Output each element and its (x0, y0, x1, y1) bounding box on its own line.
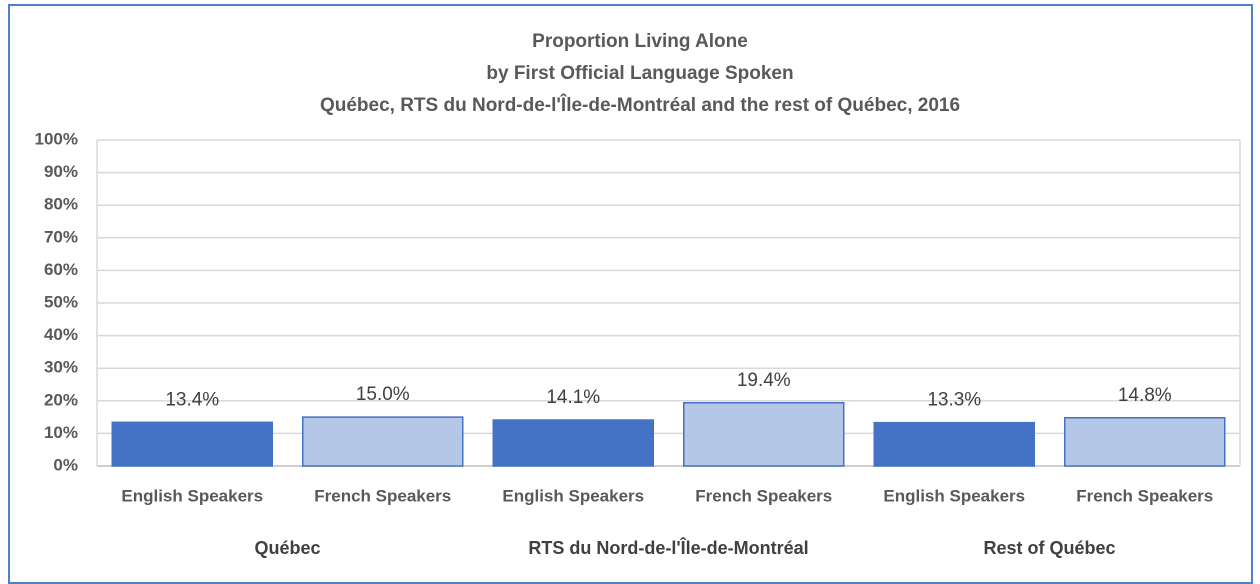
data-label: 14.1% (546, 387, 600, 408)
y-tick-label: 90% (44, 162, 78, 181)
bar (111, 421, 273, 467)
bar (873, 421, 1035, 467)
y-tick-label: 70% (44, 227, 78, 246)
x-tick-label: English Speakers (502, 486, 644, 505)
data-label: 13.3% (927, 390, 981, 411)
y-tick-label: 10% (44, 423, 78, 442)
data-label: 14.8% (1118, 385, 1172, 406)
x-tick-label: English Speakers (883, 486, 1025, 505)
chart-title: Québec, RTS du Nord-de-l'Île-de-Montréal… (320, 94, 960, 116)
group-label: Québec (254, 537, 321, 558)
x-tick-label: French Speakers (1076, 486, 1213, 505)
bar (683, 402, 845, 467)
bar (1064, 417, 1226, 467)
y-tick-label: 40% (44, 325, 78, 344)
bar (492, 419, 654, 467)
y-tick-label: 60% (44, 260, 78, 279)
y-tick-label: 50% (44, 292, 78, 311)
group-label: Rest of Québec (983, 537, 1116, 558)
x-tick-label: French Speakers (314, 486, 451, 505)
x-tick-label: English Speakers (121, 486, 263, 505)
x-tick-label: French Speakers (695, 486, 832, 505)
y-tick-label: 20% (44, 390, 78, 409)
bar (302, 416, 464, 467)
data-label: 15.0% (356, 384, 410, 405)
data-label: 13.4% (165, 389, 219, 410)
group-label: RTS du Nord-de-l'Île-de-Montréal (528, 537, 809, 558)
y-tick-label: 30% (44, 358, 78, 377)
chart-title: Proportion Living Alone (532, 31, 748, 52)
chart-title: by First Official Language Spoken (486, 63, 793, 84)
y-tick-label: 80% (44, 195, 78, 214)
y-tick-label: 0% (53, 455, 78, 474)
y-tick-label: 100% (35, 129, 78, 148)
data-label: 19.4% (737, 370, 791, 391)
